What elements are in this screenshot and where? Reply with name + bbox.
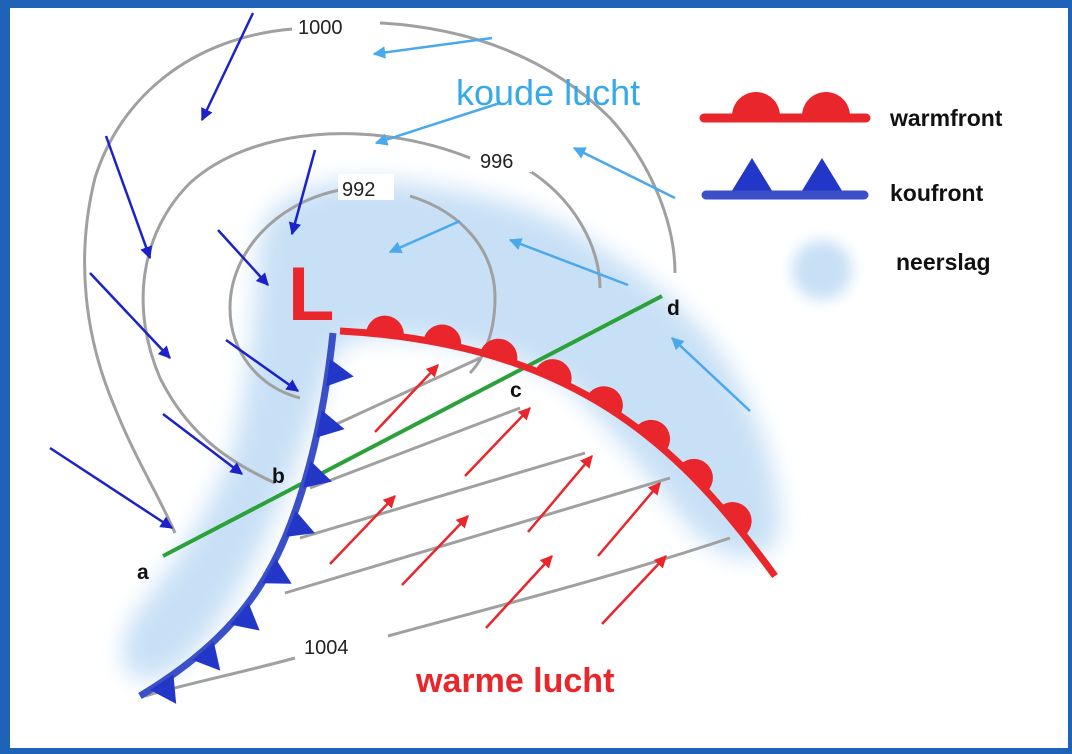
cold-front bbox=[138, 332, 354, 704]
wind-arrow-cold-air bbox=[374, 101, 501, 146]
outer-wind-arrows bbox=[49, 12, 317, 530]
cold-front-triangle bbox=[316, 410, 345, 438]
wind-arrow-warm-air bbox=[329, 495, 396, 565]
wind-arrow-cold-air bbox=[671, 337, 751, 412]
diagram-canvas: L 1000 996 992 1004 a b c d koude lucht … bbox=[10, 8, 1068, 748]
wind-arrow-outer bbox=[288, 149, 317, 236]
point-label-c: c bbox=[510, 379, 522, 402]
isobar-labels: 1000 996 992 1004 bbox=[294, 12, 532, 659]
wind-arrow-warm-air bbox=[374, 364, 439, 433]
isobar-label-992: 992 bbox=[342, 179, 375, 201]
warm-front-semicircle bbox=[720, 502, 752, 536]
wind-arrow-warm-air bbox=[485, 555, 553, 629]
warm-front bbox=[339, 315, 778, 579]
point-label-b: b bbox=[272, 465, 285, 488]
wind-arrow-outer bbox=[200, 12, 255, 122]
cold-front-triangle bbox=[230, 603, 260, 631]
legend-label-neerslag: neerslag bbox=[896, 249, 991, 275]
warm-front-semicircle bbox=[365, 315, 404, 337]
cold-front-triangle bbox=[192, 641, 221, 671]
wind-arrow-cold-air bbox=[372, 36, 493, 59]
cold-front-triangle bbox=[326, 358, 354, 387]
wind-arrow-outer bbox=[49, 446, 174, 530]
cold-air-label: koude lucht bbox=[456, 72, 640, 113]
precipitation-symbol bbox=[792, 240, 852, 300]
isobar-992 bbox=[228, 188, 497, 400]
legend-label-koufront: koufront bbox=[890, 180, 984, 206]
isobar-1004-right bbox=[387, 536, 731, 638]
wind-arrow-warm-air bbox=[597, 482, 661, 557]
wind-arrow-cold-air bbox=[508, 238, 629, 287]
warm-air-arrows bbox=[329, 364, 667, 629]
warm-front-semicircle bbox=[587, 386, 623, 416]
point-label-a: a bbox=[137, 561, 149, 584]
wind-arrow-cold-air bbox=[572, 146, 676, 200]
isobars bbox=[83, 21, 731, 698]
warm-air-label: warme lucht bbox=[415, 662, 614, 700]
weather-front-diagram: L 1000 996 992 1004 a b c d koude lucht … bbox=[49, 12, 1003, 704]
cold-air-arrows bbox=[372, 36, 751, 412]
legend-label-warmfront: warmfront bbox=[889, 105, 1003, 131]
precipitation-area bbox=[122, 180, 781, 680]
isobar-1000 bbox=[83, 21, 677, 534]
wind-arrow-outer bbox=[225, 338, 300, 393]
cold-front-triangle bbox=[303, 460, 332, 488]
cold-front-triangle bbox=[285, 510, 315, 537]
isobar-label-1004: 1004 bbox=[304, 637, 349, 659]
warm-front-semicircle bbox=[680, 458, 713, 492]
warm-front-semicircle bbox=[480, 338, 518, 364]
isobar-label-996: 996 bbox=[480, 151, 513, 173]
warm-sector-isobars bbox=[284, 356, 671, 595]
warm-front-semicircle bbox=[423, 324, 462, 348]
cross-section-line bbox=[162, 294, 663, 558]
wind-arrow-outer bbox=[89, 272, 171, 359]
wind-arrow-outer bbox=[162, 413, 243, 475]
cold-front-triangle bbox=[262, 558, 292, 584]
cold-front-symbol bbox=[701, 158, 869, 200]
point-label-d: d bbox=[667, 297, 680, 320]
legend: warmfront koufront neerslag bbox=[699, 92, 1003, 300]
wind-arrow-outer bbox=[104, 135, 153, 260]
wind-arrow-cold-air bbox=[388, 219, 461, 254]
warm-front-semicircle bbox=[636, 419, 671, 451]
wind-arrow-warm-air bbox=[527, 455, 593, 533]
wind-arrow-outer bbox=[217, 229, 269, 286]
isobar-label-1000: 1000 bbox=[298, 17, 343, 39]
wind-arrow-warm-air bbox=[401, 515, 469, 586]
warm-front-symbol bbox=[699, 92, 871, 123]
wind-arrow-warm-air bbox=[601, 555, 667, 625]
low-pressure-label: L bbox=[288, 252, 334, 337]
cold-front-triangle bbox=[150, 674, 177, 704]
wind-arrow-warm-air bbox=[464, 407, 531, 477]
warm-front-semicircle bbox=[535, 359, 572, 386]
